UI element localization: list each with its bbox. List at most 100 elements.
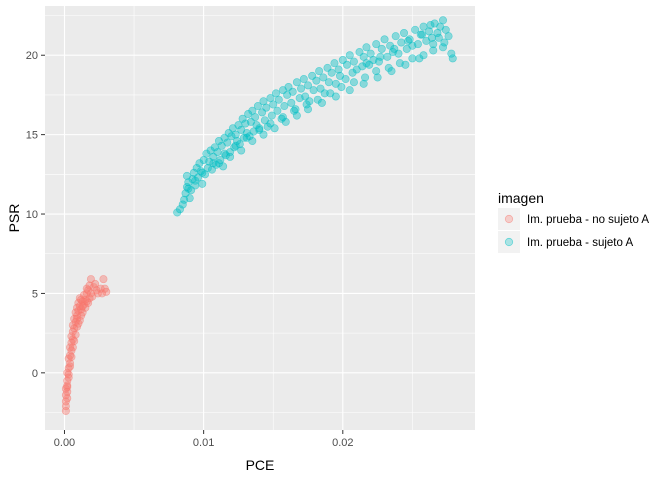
data-point <box>269 100 278 109</box>
data-point <box>305 97 314 106</box>
data-point <box>71 330 80 339</box>
data-point <box>413 40 422 49</box>
data-point <box>349 78 358 87</box>
series-2 <box>173 16 457 217</box>
axes: 0.00 0.01 0.02 0 5 10 15 20 <box>26 50 354 449</box>
data-point <box>309 86 318 95</box>
data-point <box>345 86 354 95</box>
data-point <box>63 383 72 392</box>
data-point <box>251 113 260 122</box>
data-point <box>67 352 76 361</box>
data-point <box>404 36 413 45</box>
data-point <box>349 57 358 66</box>
data-point <box>342 60 351 69</box>
data-point <box>98 289 107 298</box>
data-point <box>401 60 410 69</box>
legend-key-marker-1 <box>504 214 514 224</box>
data-point <box>259 130 268 139</box>
data-point <box>387 67 396 76</box>
data-point <box>411 25 420 34</box>
data-point <box>313 95 322 104</box>
data-point <box>299 75 308 84</box>
data-point <box>383 52 392 61</box>
data-point <box>226 152 235 161</box>
data-point <box>429 46 438 55</box>
data-point <box>173 208 182 217</box>
data-point <box>418 30 427 39</box>
data-point <box>438 16 447 25</box>
data-point <box>315 67 324 76</box>
data-point <box>209 159 218 168</box>
data-point <box>67 332 76 341</box>
data-point <box>362 59 371 68</box>
data-point <box>191 176 200 185</box>
data-point <box>231 130 240 139</box>
data-point <box>391 32 400 41</box>
data-point <box>93 289 102 298</box>
data-point <box>427 33 436 42</box>
data-point <box>73 314 82 323</box>
data-point <box>99 275 108 284</box>
data-point <box>248 136 257 145</box>
data-point <box>440 38 449 47</box>
data-point <box>373 73 382 82</box>
data-point <box>397 38 406 47</box>
data-point <box>82 297 91 306</box>
data-point <box>337 82 346 91</box>
data-point <box>64 370 73 379</box>
y-axis-title: PSR <box>6 204 22 233</box>
y-tick-label: 15 <box>26 130 38 142</box>
data-point <box>304 81 313 90</box>
data-point <box>64 373 73 382</box>
data-point <box>426 21 435 30</box>
data-point <box>348 68 357 77</box>
data-point <box>253 102 262 111</box>
data-point <box>198 179 207 188</box>
data-point <box>223 138 232 147</box>
y-tick-label: 5 <box>32 288 38 300</box>
data-point <box>198 168 207 177</box>
data-point <box>419 51 428 60</box>
y-tick-label: 10 <box>26 209 38 221</box>
data-point <box>341 75 350 84</box>
data-point <box>274 95 283 104</box>
data-point <box>237 146 246 155</box>
series-1 <box>61 275 111 415</box>
data-point <box>324 78 333 87</box>
data-point <box>287 98 296 107</box>
data-point <box>359 79 368 88</box>
data-point <box>192 163 201 172</box>
data-point <box>374 57 383 66</box>
data-point <box>238 114 247 123</box>
data-point <box>214 159 223 168</box>
data-point <box>362 43 371 52</box>
data-point <box>390 44 399 53</box>
data-point <box>175 205 184 214</box>
legend-entry-label-2: Im. prueba - sujeto A <box>527 237 633 249</box>
data-point <box>319 73 328 82</box>
data-point <box>281 117 290 126</box>
legend-entry-label-1: Im. prueba - no sujeto A <box>527 214 649 226</box>
data-point <box>376 52 385 61</box>
data-point <box>61 406 70 415</box>
data-point <box>252 121 261 130</box>
data-point <box>384 63 393 72</box>
data-point <box>400 28 409 37</box>
data-point <box>280 102 289 111</box>
data-point <box>372 40 381 49</box>
legend-key-2 <box>498 231 520 253</box>
data-point <box>184 184 193 193</box>
data-point <box>288 87 297 96</box>
data-point <box>61 402 70 411</box>
data-point <box>331 92 340 101</box>
data-point <box>68 343 77 352</box>
data-point <box>415 54 424 63</box>
data-point <box>235 140 244 149</box>
data-point <box>66 359 75 368</box>
data-point <box>178 200 187 209</box>
data-point <box>227 132 236 141</box>
data-point <box>297 84 306 93</box>
data-point <box>304 105 313 114</box>
data-point <box>195 159 204 168</box>
